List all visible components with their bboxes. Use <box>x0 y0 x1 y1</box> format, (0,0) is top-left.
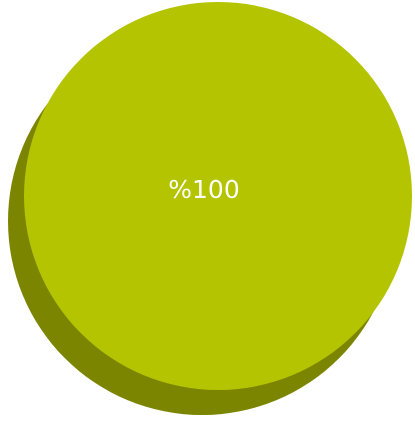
pie-slice-layer <box>24 2 412 390</box>
pie-label-layer: %100 <box>168 175 239 204</box>
pie-slice <box>24 2 412 390</box>
pie-slice-label: %100 <box>168 175 239 204</box>
